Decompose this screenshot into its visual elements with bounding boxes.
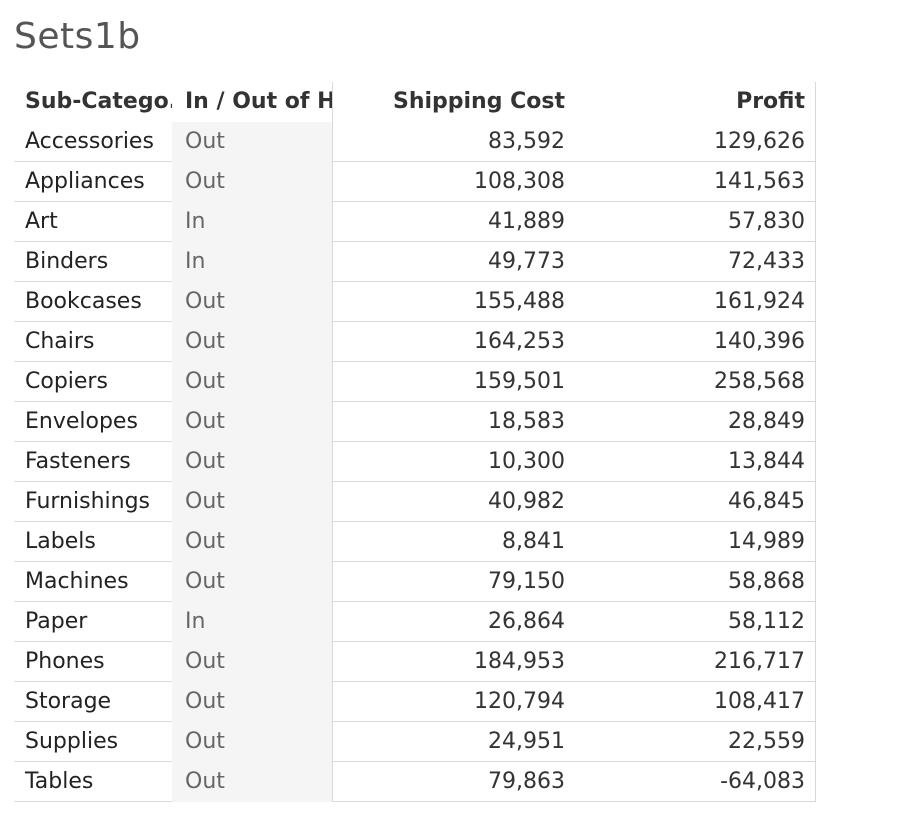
cell-in-out[interactable]: Out: [172, 402, 332, 442]
cell-sub-category[interactable]: Chairs: [25, 329, 95, 354]
table-header-row: Sub-Catego.. In / Out of H.. Shipping Co…: [14, 82, 816, 122]
table-row[interactable]: Envelopes Out 18,583 28,849: [14, 402, 816, 442]
table-row[interactable]: Storage Out 120,794 108,417: [14, 682, 816, 722]
cell-shipping-cost[interactable]: 108,308: [332, 162, 572, 202]
cell-in-out[interactable]: Out: [172, 162, 332, 202]
cell-profit[interactable]: 161,924: [572, 282, 816, 322]
table-row[interactable]: Furnishings Out 40,982 46,845: [14, 482, 816, 522]
cell-profit[interactable]: 258,568: [572, 362, 816, 402]
cell-sub-category[interactable]: Bookcases: [25, 289, 142, 314]
cell-profit[interactable]: 129,626: [572, 122, 816, 162]
cell-shipping-cost[interactable]: 83,592: [332, 122, 572, 162]
cell-shipping-cost[interactable]: 159,501: [332, 362, 572, 402]
cell-in-out[interactable]: Out: [172, 282, 332, 322]
cell-shipping-cost[interactable]: 155,488: [332, 282, 572, 322]
cell-sub-category[interactable]: Copiers: [25, 369, 108, 394]
cell-in-out[interactable]: Out: [172, 682, 332, 722]
cell-sub-category[interactable]: Labels: [25, 529, 96, 554]
table-row[interactable]: Paper In 26,864 58,112: [14, 602, 816, 642]
cell-sub-category[interactable]: Binders: [25, 249, 109, 274]
cell-shipping-cost[interactable]: 49,773: [332, 242, 572, 282]
cell-sub-category[interactable]: Paper: [25, 609, 88, 634]
cell-shipping-cost[interactable]: 8,841: [332, 522, 572, 562]
table-row[interactable]: Appliances Out 108,308 141,563: [14, 162, 816, 202]
cell-in-out[interactable]: Out: [172, 442, 332, 482]
table-row[interactable]: Art In 41,889 57,830: [14, 202, 816, 242]
cell-profit[interactable]: 141,563: [572, 162, 816, 202]
cell-sub-category[interactable]: Art: [25, 209, 58, 234]
table-row[interactable]: Bookcases Out 155,488 161,924: [14, 282, 816, 322]
crosstab-table: Sub-Catego.. In / Out of H.. Shipping Co…: [14, 82, 816, 802]
cell-in-out[interactable]: Out: [172, 722, 332, 762]
table-body: Accessories Out 83,592 129,626 Appliances Out…: [14, 122, 816, 802]
table-row[interactable]: Supplies Out 24,951 22,559: [14, 722, 816, 762]
cell-in-out[interactable]: Out: [172, 562, 332, 602]
cell-in-out[interactable]: Out: [172, 522, 332, 562]
cell-shipping-cost[interactable]: 10,300: [332, 442, 572, 482]
table-row[interactable]: Binders In 49,773 72,433: [14, 242, 816, 282]
cell-sub-category[interactable]: Storage: [25, 689, 112, 714]
cell-profit[interactable]: 14,989: [572, 522, 816, 562]
table-row[interactable]: Phones Out 184,953 216,717: [14, 642, 816, 682]
cell-sub-category[interactable]: Furnishings: [25, 489, 150, 514]
cell-sub-category[interactable]: Tables: [25, 769, 94, 794]
cell-profit[interactable]: 46,845: [572, 482, 816, 522]
cell-profit[interactable]: 58,868: [572, 562, 816, 602]
table-row[interactable]: Copiers Out 159,501 258,568: [14, 362, 816, 402]
table-row[interactable]: Machines Out 79,150 58,868: [14, 562, 816, 602]
cell-in-out[interactable]: Out: [172, 642, 332, 682]
column-header-sub-category[interactable]: Sub-Catego..: [14, 82, 172, 122]
cell-in-out[interactable]: Out: [172, 322, 332, 362]
cell-profit[interactable]: 13,844: [572, 442, 816, 482]
cell-sub-category[interactable]: Fasteners: [25, 449, 131, 474]
cell-in-out[interactable]: Out: [172, 362, 332, 402]
cell-sub-category[interactable]: Accessories: [25, 129, 154, 154]
cell-shipping-cost[interactable]: 120,794: [332, 682, 572, 722]
cell-in-out[interactable]: Out: [172, 762, 332, 802]
cell-shipping-cost[interactable]: 41,889: [332, 202, 572, 242]
cell-profit[interactable]: 28,849: [572, 402, 816, 442]
cell-in-out[interactable]: Out: [172, 482, 332, 522]
cell-shipping-cost[interactable]: 40,982: [332, 482, 572, 522]
cell-in-out[interactable]: In: [172, 602, 332, 642]
cell-shipping-cost[interactable]: 184,953: [332, 642, 572, 682]
cell-in-out[interactable]: Out: [172, 122, 332, 162]
column-header-shipping-cost[interactable]: Shipping Cost: [332, 82, 572, 122]
cell-sub-category[interactable]: Machines: [25, 569, 129, 594]
cell-profit[interactable]: 108,417: [572, 682, 816, 722]
table-row[interactable]: Labels Out 8,841 14,989: [14, 522, 816, 562]
cell-profit[interactable]: 72,433: [572, 242, 816, 282]
cell-profit[interactable]: 140,396: [572, 322, 816, 362]
cell-shipping-cost[interactable]: 164,253: [332, 322, 572, 362]
cell-sub-category[interactable]: Supplies: [25, 729, 119, 754]
cell-profit[interactable]: 58,112: [572, 602, 816, 642]
table-row[interactable]: Tables Out 79,863 -64,083: [14, 762, 816, 802]
sheet-title: Sets1b: [14, 16, 141, 57]
cell-sub-category[interactable]: Phones: [25, 649, 105, 674]
table-row[interactable]: Accessories Out 83,592 129,626: [14, 122, 816, 162]
cell-in-out[interactable]: In: [172, 242, 332, 282]
cell-profit[interactable]: 216,717: [572, 642, 816, 682]
cell-profit[interactable]: 57,830: [572, 202, 816, 242]
column-header-profit[interactable]: Profit: [572, 82, 816, 122]
table-row[interactable]: Fasteners Out 10,300 13,844: [14, 442, 816, 482]
cell-sub-category[interactable]: Envelopes: [25, 409, 138, 434]
cell-sub-category[interactable]: Appliances: [25, 169, 145, 194]
cell-shipping-cost[interactable]: 79,150: [332, 562, 572, 602]
cell-profit[interactable]: -64,083: [572, 762, 816, 802]
cell-shipping-cost[interactable]: 18,583: [332, 402, 572, 442]
cell-in-out[interactable]: In: [172, 202, 332, 242]
column-header-in-out[interactable]: In / Out of H..: [172, 82, 332, 122]
cell-shipping-cost[interactable]: 79,863: [332, 762, 572, 802]
cell-profit[interactable]: 22,559: [572, 722, 816, 762]
table-row[interactable]: Chairs Out 164,253 140,396: [14, 322, 816, 362]
cell-shipping-cost[interactable]: 24,951: [332, 722, 572, 762]
cell-shipping-cost[interactable]: 26,864: [332, 602, 572, 642]
